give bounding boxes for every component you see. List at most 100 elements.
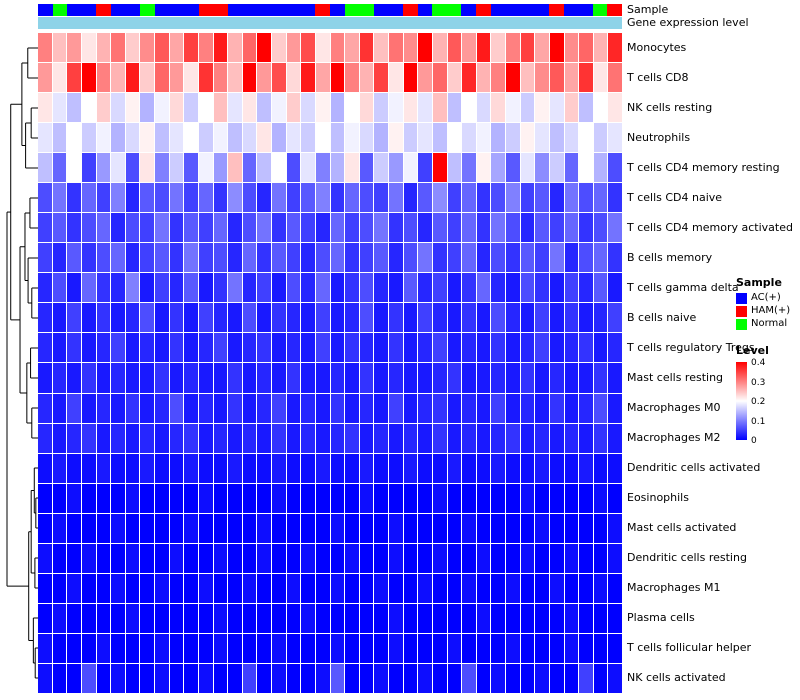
heatmap-cell — [564, 543, 579, 573]
heatmap-cell — [272, 393, 286, 423]
heatmap-cell — [535, 543, 549, 573]
heatmap-cell — [140, 153, 154, 183]
heatmap-cell — [315, 543, 330, 573]
heatmap-cell — [593, 123, 608, 153]
heatmap-cell — [330, 273, 345, 303]
heatmap-cell — [111, 303, 125, 333]
heatmap-cell — [213, 123, 228, 153]
sample-annotation-cell — [169, 4, 184, 16]
heatmap-cell — [125, 93, 140, 123]
heatmap-cell — [315, 183, 330, 213]
heatmap-cell — [125, 273, 140, 303]
heatmap-cell — [549, 513, 564, 543]
heatmap-cell — [549, 363, 564, 393]
heatmap-cell — [579, 243, 593, 273]
heatmap-cell — [579, 183, 593, 213]
heatmap-cell — [242, 453, 257, 483]
heatmap-cell — [81, 33, 96, 63]
heatmap-cell — [359, 153, 374, 183]
heatmap-cell — [491, 363, 505, 393]
heatmap-cell — [506, 633, 520, 663]
heatmap-cell — [198, 363, 213, 393]
heatmap-cell — [564, 483, 579, 513]
heatmap-cell — [579, 333, 593, 363]
heatmap-cell — [169, 513, 184, 543]
heatmap-cell — [286, 123, 301, 153]
heatmap-cell — [579, 603, 593, 633]
heatmap-cell — [125, 123, 140, 153]
heatmap-cell — [242, 663, 257, 693]
legend: Sample AC(+) HAM(+) Normal Level 0.4 0.3 0.2… — [736, 276, 800, 446]
row-label: B cells naive — [627, 311, 697, 324]
heatmap-cell — [403, 33, 418, 63]
heatmap-cell — [213, 183, 228, 213]
row-label: T cells regulatory Tregs — [627, 341, 755, 354]
heatmap-cell — [228, 93, 242, 123]
heatmap-cell — [286, 273, 301, 303]
heatmap-cell — [389, 513, 403, 543]
heatmap-cell — [535, 483, 549, 513]
heatmap-cell — [374, 303, 388, 333]
heatmap-cell — [155, 273, 169, 303]
heatmap-cell — [579, 483, 593, 513]
heatmap-cell — [593, 153, 608, 183]
heatmap-cell — [608, 663, 622, 693]
heatmap-cell — [125, 63, 140, 93]
heatmap-cell — [564, 663, 579, 693]
heatmap-cell — [564, 573, 579, 603]
heatmap-cell — [169, 363, 184, 393]
heatmap-cell — [418, 273, 432, 303]
heatmap-cell — [462, 93, 476, 123]
heatmap-cell — [330, 633, 345, 663]
heatmap-cell — [111, 333, 125, 363]
heatmap-cell — [359, 423, 374, 453]
heatmap-cell — [67, 603, 81, 633]
heatmap-cell — [403, 663, 418, 693]
heatmap-cell — [345, 483, 359, 513]
heatmap-cell — [520, 453, 535, 483]
heatmap-cell — [184, 423, 198, 453]
heatmap-cell — [418, 93, 432, 123]
heatmap-cell — [593, 513, 608, 543]
heatmap-cell — [155, 333, 169, 363]
heatmap-cell — [608, 573, 622, 603]
heatmap-cell — [476, 423, 491, 453]
heatmap-cell — [374, 663, 388, 693]
heatmap-cell — [52, 603, 67, 633]
heatmap-cell — [476, 213, 491, 243]
heatmap-cell — [608, 333, 622, 363]
heatmap-cell — [403, 513, 418, 543]
heatmap-cell — [67, 453, 81, 483]
heatmap-cell — [228, 63, 242, 93]
heatmap-cell — [52, 93, 67, 123]
heatmap-cell — [257, 633, 271, 663]
heatmap-cell — [155, 423, 169, 453]
heatmap-cell — [608, 183, 622, 213]
heatmap-cell — [228, 333, 242, 363]
heatmap-cell — [418, 633, 432, 663]
heatmap-cell — [432, 543, 447, 573]
heatmap-cell — [67, 183, 81, 213]
heatmap-cell — [564, 243, 579, 273]
heatmap-cell — [257, 423, 271, 453]
heatmap-cell — [67, 513, 81, 543]
heatmap-cell — [315, 603, 330, 633]
heatmap-cell — [52, 663, 67, 693]
heatmap-cell — [272, 483, 286, 513]
heatmap-cell — [257, 93, 271, 123]
heatmap-cell — [213, 573, 228, 603]
heatmap-cell — [228, 243, 242, 273]
heatmap-cell — [301, 633, 315, 663]
heatmap-cell — [198, 63, 213, 93]
heatmap-cell — [593, 273, 608, 303]
heatmap-cell — [242, 243, 257, 273]
heatmap-cell — [593, 303, 608, 333]
heatmap-cell — [462, 153, 476, 183]
heatmap-cell — [272, 423, 286, 453]
heatmap-cell — [535, 603, 549, 633]
heatmap-cell — [403, 183, 418, 213]
heatmap-cell — [593, 93, 608, 123]
heatmap-cell — [359, 303, 374, 333]
heatmap-cell — [198, 573, 213, 603]
heatmap-cell — [38, 573, 52, 603]
